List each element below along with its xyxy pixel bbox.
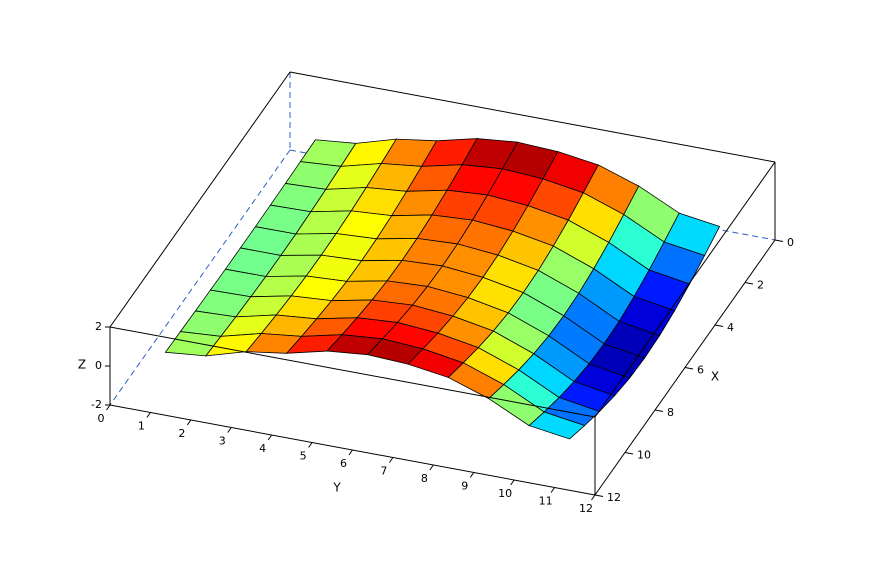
y-tick	[146, 412, 151, 418]
surface-cell	[528, 411, 586, 440]
y-tick-label: 10	[498, 487, 512, 500]
x-tick	[654, 409, 664, 412]
x-tick	[594, 494, 604, 497]
y-tick	[106, 404, 111, 411]
y-tick-label: 12	[579, 502, 593, 515]
y-tick-label: 7	[380, 465, 387, 478]
y-tick-label: 9	[461, 480, 468, 493]
y-tick	[469, 472, 475, 478]
x-tick-label: 2	[757, 279, 764, 292]
box-edge	[109, 71, 291, 328]
y-tick-label: 11	[539, 495, 553, 508]
x-tick	[714, 324, 724, 327]
x-tick-label: 0	[787, 236, 794, 249]
x-axis-label: X	[711, 370, 719, 384]
x-tick-label: 6	[697, 364, 704, 377]
box-edge	[109, 326, 596, 418]
y-tick	[308, 442, 313, 448]
y-tick	[429, 464, 434, 471]
x-tick-label: 10	[637, 449, 651, 462]
box-edge	[109, 149, 291, 406]
y-tick-label: 6	[340, 457, 347, 470]
y-tick	[267, 434, 273, 441]
y-tick	[510, 479, 515, 486]
y-tick-label: 2	[178, 427, 185, 440]
y-tick	[591, 494, 596, 501]
x-tick-label: 12	[607, 491, 621, 504]
z-tick-label: -2	[91, 398, 102, 411]
y-tick-label: 3	[219, 435, 226, 448]
x-tick	[744, 282, 754, 285]
z-tick-label: 2	[95, 320, 102, 333]
y-tick-label: 5	[300, 450, 307, 463]
y-tick-label: 4	[259, 442, 266, 455]
z-tick-label: 0	[95, 359, 102, 372]
y-tick	[186, 419, 192, 426]
x-tick	[624, 452, 634, 455]
surface	[164, 138, 721, 440]
y-tick	[550, 487, 555, 493]
x-tick	[684, 367, 694, 370]
y-tick-label: 1	[138, 420, 145, 433]
y-tick-label: 8	[421, 472, 428, 485]
z-axis-label: Z	[78, 358, 86, 372]
y-tick	[348, 449, 353, 456]
x-tick	[774, 239, 784, 242]
y-tick	[389, 457, 394, 463]
x-tick-label: 8	[667, 406, 674, 419]
x-tick-label: 4	[727, 321, 734, 334]
box-edge	[594, 161, 776, 418]
y-tick-label: 0	[98, 412, 105, 425]
y-axis-label: Y	[332, 481, 341, 495]
y-tick	[227, 427, 232, 433]
box-edge	[289, 71, 776, 163]
